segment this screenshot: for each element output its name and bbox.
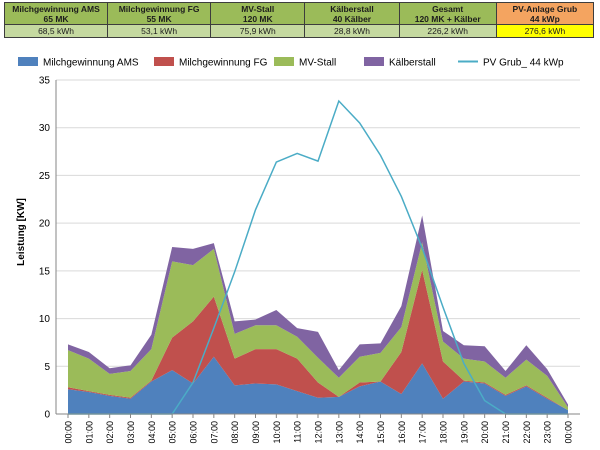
x-tick-label: 04:00 — [147, 421, 157, 444]
legend-label: Milchgewinnung FG — [179, 58, 268, 69]
summary-cell-ams: Milchgewinnung AMS 65 MK — [3, 2, 109, 25]
summary-cell-kaelberstall: Kälberstall 40 Kälber — [304, 2, 400, 25]
x-tick-label: 14:00 — [355, 421, 365, 444]
x-tick-label: 07:00 — [209, 421, 219, 444]
area-series-3 — [68, 242, 568, 411]
chart-legend: Milchgewinnung AMS Milchgewinnung FG MV-St… — [18, 57, 564, 69]
summary-value-pv: 276,6 kWh — [495, 24, 595, 38]
summary-value-gesamt: 226,2 kWh — [398, 24, 497, 38]
legend-label: PV Grub_ 44 kWp — [483, 58, 564, 69]
y-tick-label: 30 — [39, 123, 51, 134]
summary-cell-gesamt: Gesamt 120 MK + Kälber — [398, 2, 497, 25]
x-tick-label: 17:00 — [418, 421, 428, 444]
x-tick-label: 23:00 — [543, 421, 553, 444]
legend-label: MV-Stall — [299, 58, 336, 69]
legend-swatch — [154, 57, 174, 66]
y-tick-label: 25 — [39, 171, 51, 182]
summary-title: Gesamt — [432, 3, 464, 14]
stacked-areas — [68, 215, 568, 414]
x-tick-label: 21:00 — [501, 421, 511, 444]
x-tick-label: 00:00 — [64, 421, 74, 444]
summary-cell-pv: PV-Anlage Grub 44 kWp — [495, 2, 595, 25]
x-tick-label: 18:00 — [439, 421, 449, 444]
x-tick-label: 11:00 — [293, 421, 303, 443]
summary-title: MV-Stall — [241, 3, 275, 14]
x-tick-label: 19:00 — [459, 421, 469, 444]
y-tick-label: 35 — [39, 76, 51, 87]
summary-subtitle: 44 kWp — [530, 13, 560, 24]
area-series-4 — [68, 215, 568, 408]
y-axis-label: Leistung [KW] — [16, 198, 27, 266]
summary-title: Milchgewinnung AMS — [12, 3, 100, 14]
summary-subtitle: 65 MK — [43, 13, 69, 24]
summary-title: Milchgewinnung FG — [118, 3, 200, 14]
summary-cell-mv-stall: MV-Stall 120 MK — [210, 2, 306, 25]
x-tick-label: 01:00 — [84, 421, 94, 444]
summary-header-row: Milchgewinnung AMS 65 MK Milchgewinnung … — [3, 2, 595, 25]
summary-value-kaelberstall: 28,8 kWh — [304, 24, 400, 38]
x-tick-label: 10:00 — [272, 421, 282, 444]
x-tick-label: 12:00 — [314, 421, 324, 444]
legend-swatch — [274, 57, 294, 66]
summary-title: Kälberstall — [330, 3, 374, 14]
y-tick-label: 20 — [39, 219, 51, 230]
summary-subtitle: 40 Kälber — [332, 13, 372, 24]
x-tick-label: 13:00 — [334, 421, 344, 444]
axes: 0 5 10 15 20 25 30 35 00:00 01:00 02:00 03:00 04:00 0… — [39, 76, 580, 444]
legend-swatch — [18, 57, 38, 66]
x-tick-label: 09:00 — [251, 421, 261, 444]
legend-swatch — [364, 57, 384, 66]
summary-value-mv-stall: 75,9 kWh — [210, 24, 306, 38]
x-tick-label: 05:00 — [168, 421, 178, 444]
x-tick-label: 00:00 — [564, 421, 574, 444]
summary-value-fg: 53,1 kWh — [107, 24, 212, 38]
summary-value-ams: 68,5 kWh — [3, 24, 109, 38]
x-tick-label: 15:00 — [376, 421, 386, 444]
x-tick-label: 16:00 — [397, 421, 407, 444]
y-tick-label: 5 — [44, 362, 50, 373]
x-tick-label: 06:00 — [189, 421, 199, 444]
y-tick-label: 0 — [44, 410, 50, 421]
legend-label: Milchgewinnung AMS — [43, 58, 139, 69]
x-tick-label: 22:00 — [522, 421, 532, 444]
summary-value-row: 68,5 kWh 53,1 kWh 75,9 kWh 28,8 kWh 226,… — [3, 24, 595, 38]
y-tick-label: 10 — [39, 314, 51, 325]
gridlines — [56, 79, 580, 367]
summary-title: PV-Anlage Grub — [512, 3, 578, 14]
summary-cell-fg: Milchgewinnung FG 55 MK — [107, 2, 212, 25]
x-tick-label: 03:00 — [126, 421, 136, 444]
y-tick-label: 15 — [39, 266, 51, 277]
summary-table: Milchgewinnung AMS 65 MK Milchgewinnung … — [3, 2, 595, 38]
x-tick-label: 08:00 — [230, 421, 240, 444]
area-series-1 — [68, 356, 568, 414]
x-tick-label: 20:00 — [480, 421, 490, 444]
summary-subtitle: 120 MK + Kälber — [414, 13, 481, 24]
summary-subtitle: 120 MK — [242, 13, 273, 24]
summary-subtitle: 55 MK — [146, 13, 172, 24]
area-series-2 — [68, 269, 568, 411]
energy-area-chart: 0 5 10 15 20 25 30 35 00:00 01:00 02:00 03:00 04:00 0… — [16, 57, 580, 444]
x-tick-label: 02:00 — [105, 421, 115, 444]
legend-label: Kälberstall — [389, 58, 436, 69]
